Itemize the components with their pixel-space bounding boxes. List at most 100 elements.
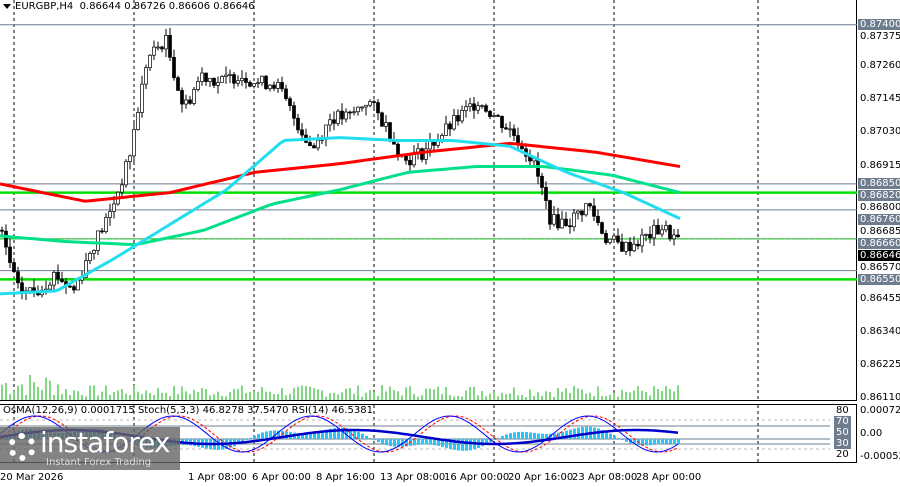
candle-body [348, 111, 352, 114]
indicator-tick-label: 80 [836, 405, 849, 416]
price-level-label: 0.87400 [858, 19, 900, 31]
candle-body [372, 101, 376, 104]
chart-title: EURGBP,H4 0.86644 0.86726 0.86606 0.8664… [3, 1, 255, 12]
osma-bar [361, 433, 364, 439]
candle-body [12, 262, 16, 273]
high-price: 0.86726 [124, 1, 166, 12]
osma-bar [337, 427, 340, 439]
candle-body [208, 77, 212, 82]
candle-body [160, 46, 164, 50]
osma-bar [253, 435, 256, 439]
osma-bar [385, 439, 388, 446]
candle-body [184, 99, 188, 105]
candle-body [88, 253, 92, 262]
candle-body [256, 82, 260, 85]
indicator-tick-label: -0.000522 [860, 451, 900, 462]
price-chart[interactable]: EURGBP,H4 0.86644 0.86726 0.86606 0.8664… [0, 0, 857, 401]
candle-body [460, 110, 464, 122]
candle-body [352, 111, 356, 114]
candle-body [344, 111, 348, 120]
osma-bar [653, 439, 656, 445]
osma-bar [241, 439, 244, 443]
price-tick-label: 0.86915 [860, 159, 900, 171]
osma-bar [569, 429, 572, 439]
candle-body [548, 200, 552, 225]
osma-bar [545, 433, 548, 439]
osma-bar [429, 439, 432, 445]
osma-bar [397, 439, 400, 447]
indicator-tick-label: 50 [834, 427, 851, 438]
osma-bar [601, 429, 604, 439]
candle-body [444, 123, 448, 136]
osma-bar [613, 435, 616, 439]
osma-bar [485, 439, 488, 445]
candle-body [308, 141, 312, 146]
indicator-tick-label: 70 [834, 416, 851, 427]
candle-body [140, 83, 144, 113]
dropdown-arrow-icon[interactable] [3, 3, 11, 9]
time-tick-label: 1 Apr 08:00 [188, 472, 247, 483]
candle-body [328, 119, 332, 126]
osma-bar [365, 435, 368, 439]
candle-body [560, 218, 564, 229]
candle-body [272, 84, 276, 89]
candle-body [264, 75, 268, 90]
osma-bar [377, 439, 380, 443]
osma-bar [297, 433, 300, 439]
osma-bar [577, 427, 580, 439]
candle-body [68, 285, 72, 288]
price-level-label: 0.86646 [858, 250, 900, 262]
candle-body [152, 46, 156, 56]
osma-bar [417, 439, 420, 445]
osma-bar [329, 428, 332, 439]
candle-body [124, 161, 128, 186]
candle-body [148, 54, 152, 68]
candle-body [244, 77, 248, 83]
candle-body [380, 112, 384, 127]
candle-body [8, 246, 12, 263]
osma-bar [301, 433, 304, 439]
candle-body [672, 234, 676, 240]
osma-bar [509, 433, 512, 439]
osma-bar [673, 439, 676, 445]
candle-body [636, 243, 640, 247]
osma-bar [405, 439, 408, 447]
osma-bar [273, 430, 276, 439]
candle-body [604, 233, 608, 243]
osma-bar [389, 439, 392, 447]
candle-body [368, 101, 372, 106]
candle-body [552, 214, 556, 225]
osma-bar [425, 439, 428, 445]
candle-body [4, 230, 8, 248]
osma-bar [581, 427, 584, 439]
candle-body [476, 105, 480, 111]
candle-body [176, 77, 180, 91]
candle-body [268, 84, 272, 90]
logo-tagline: Instant Forex Trading [46, 457, 152, 468]
candle-body [508, 128, 512, 131]
osma-bar [665, 439, 668, 444]
candle-body [216, 82, 220, 86]
price-tick-label: 0.86340 [860, 325, 900, 337]
osma-bar [261, 432, 264, 439]
candle-body [624, 241, 628, 252]
candle-body [292, 105, 296, 119]
time-tick-label: 8 Apr 16:00 [316, 472, 375, 483]
candle-body [52, 272, 56, 286]
osma-bar [641, 439, 644, 446]
candle-body [192, 89, 196, 104]
candle-body [668, 225, 672, 240]
osma-bar [413, 439, 416, 446]
candle-body [296, 117, 300, 131]
candle-body [248, 82, 252, 87]
candle-body [336, 110, 340, 124]
osma-bar [317, 431, 320, 439]
indicator-label: OsMA(12,26,9) 0.0001715 Stoch(5,3,3) 46.… [3, 405, 373, 416]
candle-body [72, 286, 76, 291]
osma-bar [245, 439, 248, 441]
candle-body [288, 98, 292, 106]
osma-bar [393, 439, 396, 447]
candle-body [20, 282, 24, 293]
candle-body [620, 241, 624, 252]
osma-bar [373, 439, 376, 441]
